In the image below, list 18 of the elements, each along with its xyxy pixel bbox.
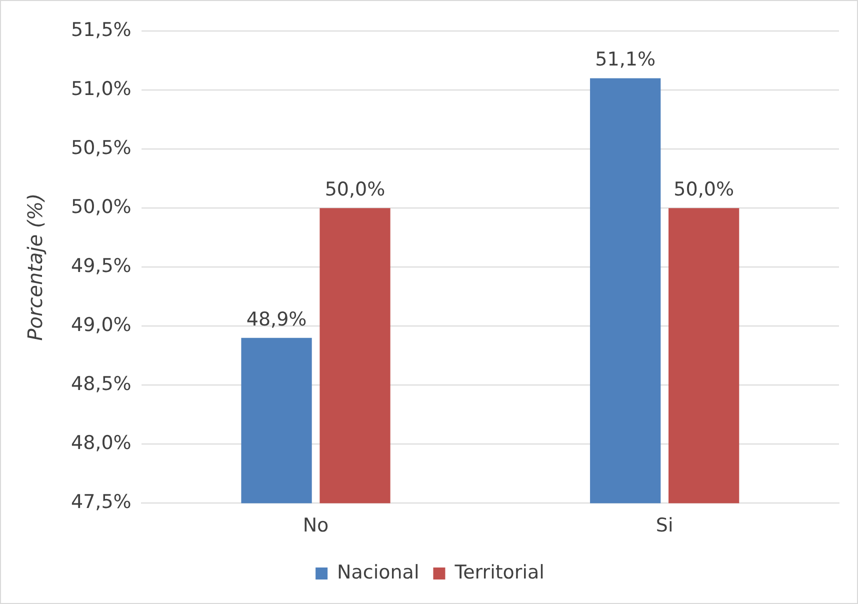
y-tick-label: 49,5% <box>71 255 132 278</box>
y-tick-label: 47,5% <box>71 491 132 514</box>
data-label: 50,0% <box>674 178 734 201</box>
y-tick-label: 50,0% <box>71 196 132 218</box>
data-label: 51,1% <box>595 48 656 71</box>
x-tick-label: No <box>302 514 329 537</box>
y-tick-label: 48,0% <box>71 432 132 454</box>
data-label: 50,0% <box>324 178 386 201</box>
x-tick-label: Si <box>656 514 674 537</box>
legend-label: Territorial <box>454 561 544 584</box>
y-tick-label: 48,5% <box>71 373 132 396</box>
y-axis-title: Porcentaje (%) <box>23 193 48 341</box>
y-tick-label: 49,0% <box>71 314 132 336</box>
y-tick-label: 51,0% <box>71 78 132 100</box>
y-tick-label: 51,5% <box>71 18 132 41</box>
data-label: 48,9% <box>246 308 307 330</box>
legend-label: Nacional <box>337 561 420 584</box>
y-tick-label: 50,5% <box>71 136 132 159</box>
